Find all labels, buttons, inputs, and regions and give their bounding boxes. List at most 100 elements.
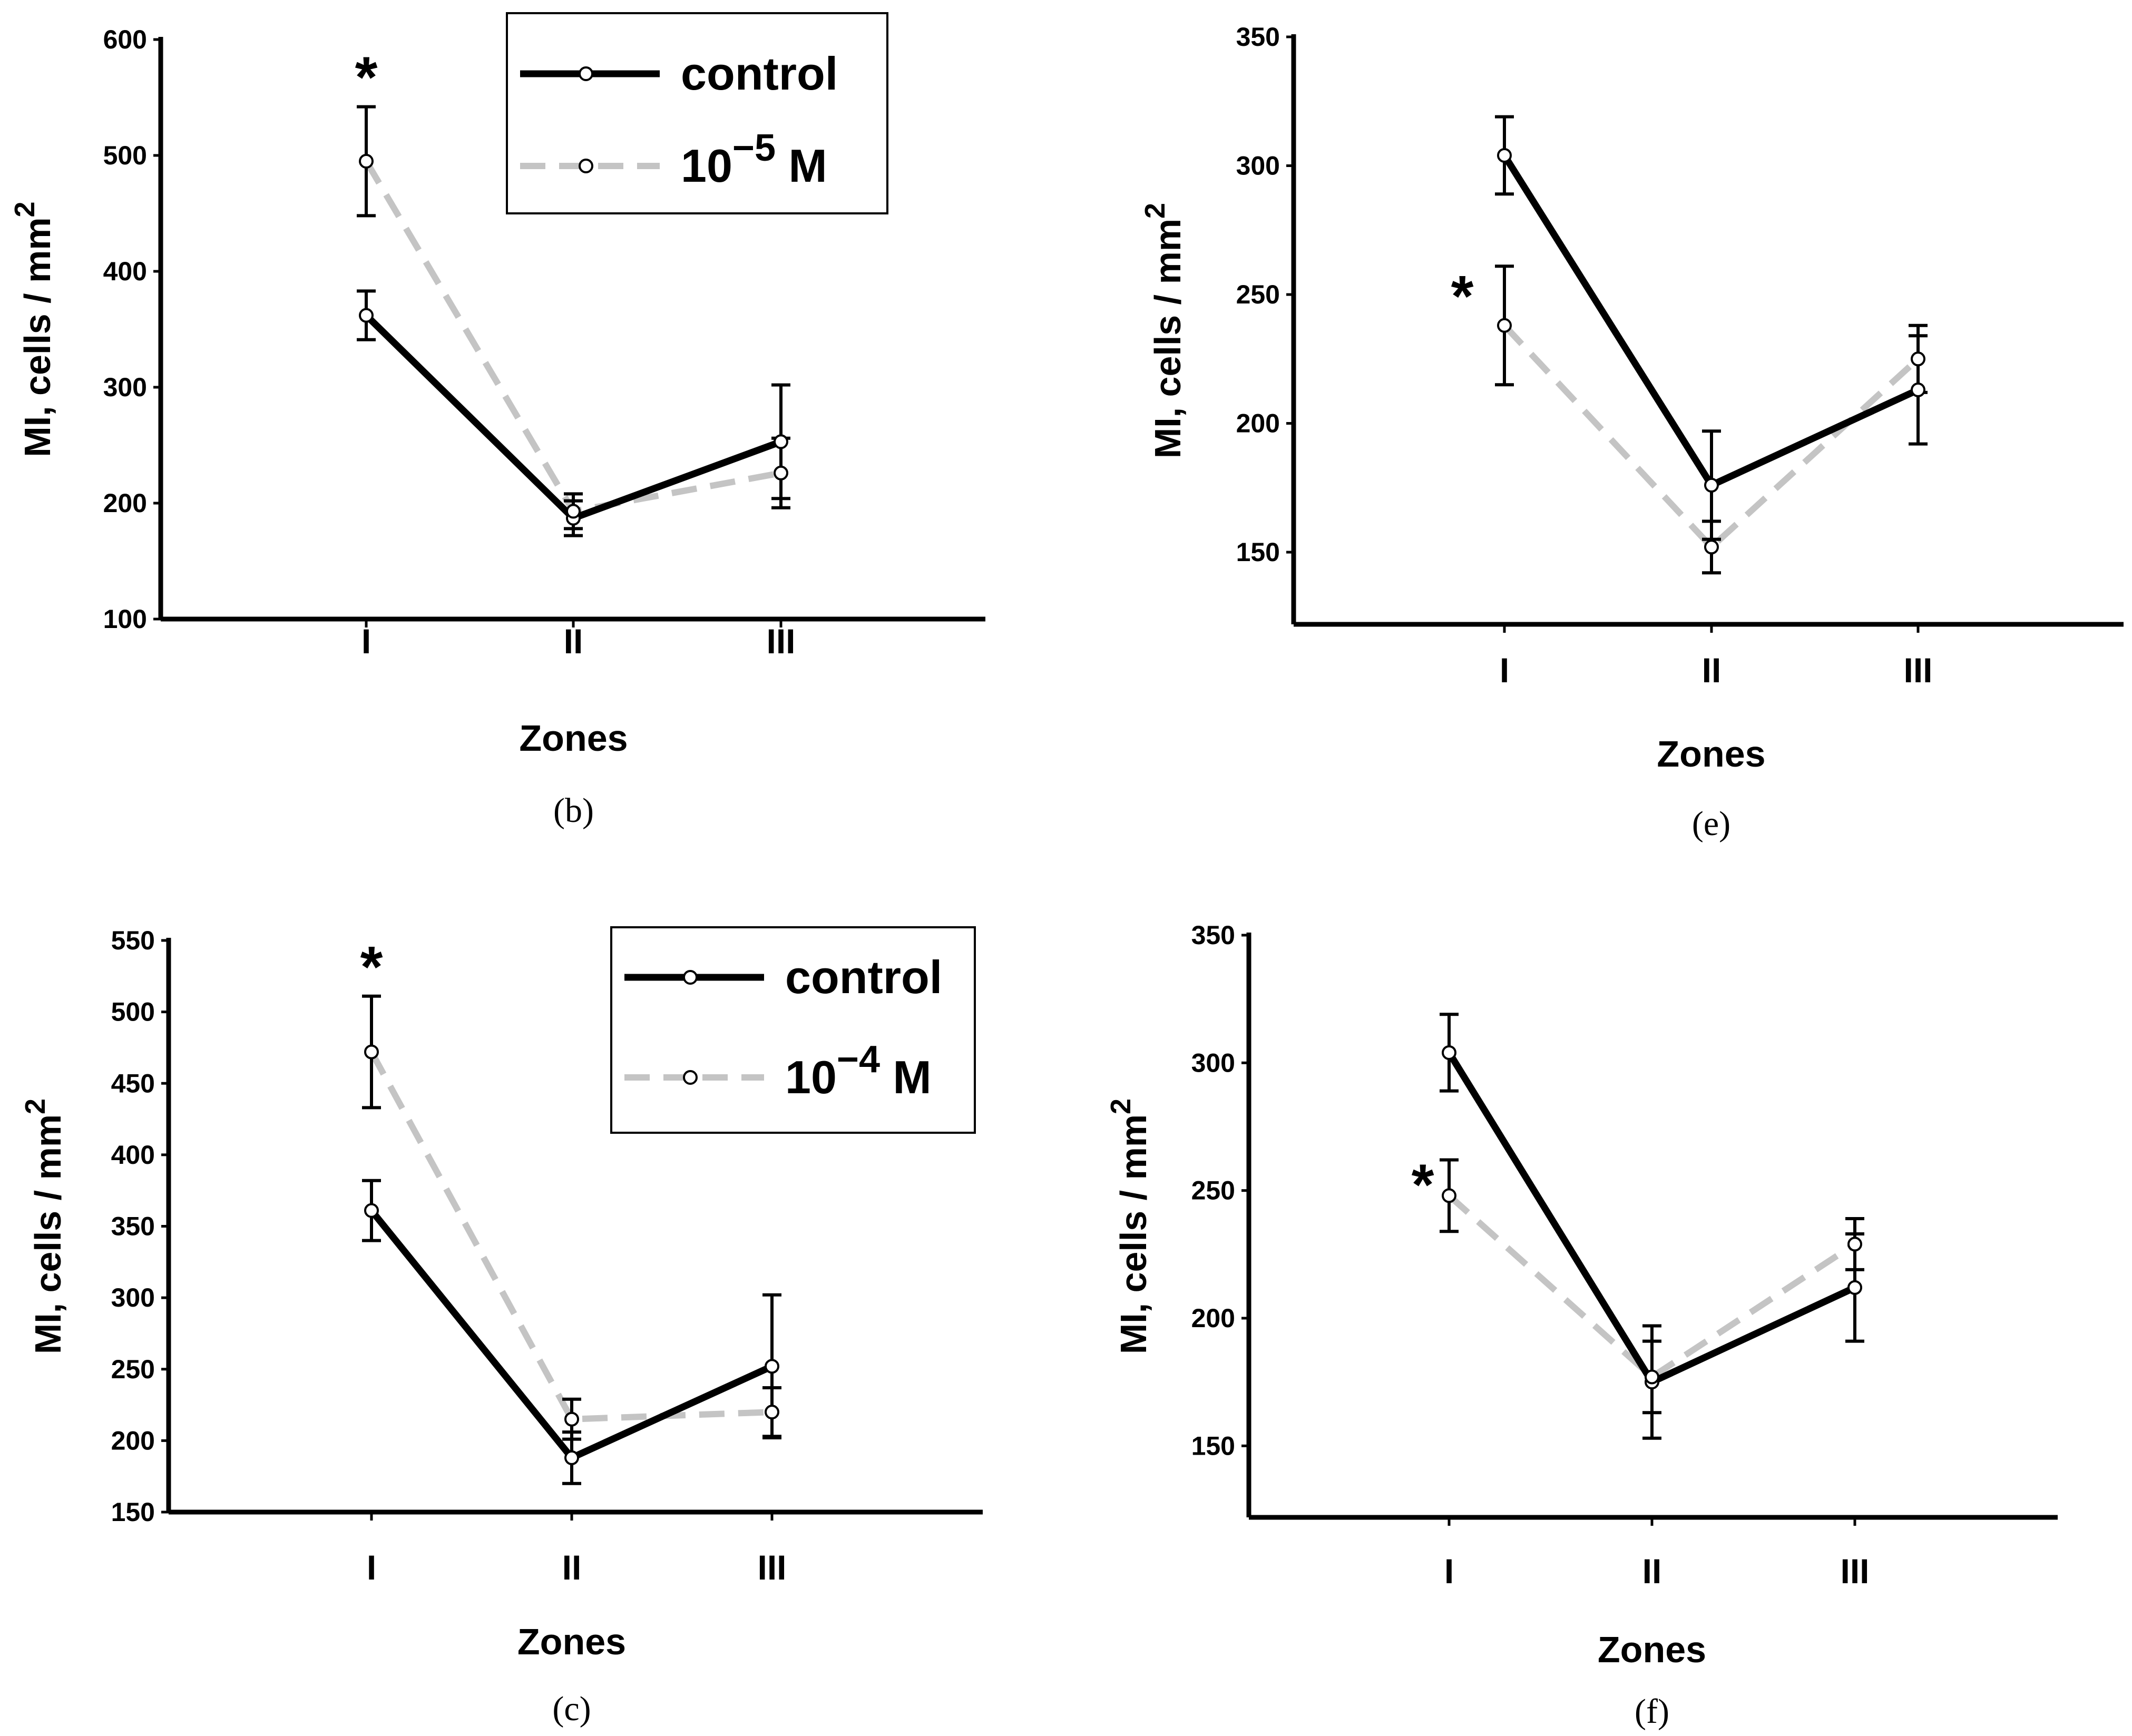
panel-caption: (c) [552, 1690, 591, 1728]
x-tick-label: II [1642, 1552, 1662, 1591]
y-axis-title: MI, cells / mm2 [1105, 1099, 1154, 1354]
x-tick-label: II [564, 622, 583, 661]
x-tick-label: III [1840, 1552, 1869, 1591]
control-data-point [1704, 477, 1719, 493]
y-tick-label: 250 [1236, 280, 1280, 309]
y-tick-label: 400 [103, 257, 147, 286]
legend-treatment-label: 10−5 M [681, 127, 827, 192]
x-tick-label: III [1903, 651, 1932, 690]
significance-star: * [355, 45, 378, 110]
y-tick-label: 200 [1191, 1303, 1235, 1333]
y-tick-label: 550 [111, 926, 155, 955]
y-axis-title-superscript: 2 [9, 201, 41, 217]
x-axis-title: Zones [517, 1621, 626, 1662]
y-tick-label: 600 [103, 25, 147, 54]
y-tick-label: 150 [1236, 537, 1280, 567]
significance-star: * [360, 935, 383, 999]
legend-control-label: control [785, 951, 942, 1003]
y-axis-title-superscript: 2 [1105, 1099, 1137, 1114]
control-data-point [359, 308, 374, 323]
x-tick-label: II [562, 1548, 582, 1587]
legend-marker [579, 66, 593, 81]
panel-caption: (e) [1692, 805, 1730, 843]
treatment-data-point [774, 465, 788, 480]
x-axis-title: Zones [1598, 1629, 1706, 1670]
y-tick-label: 400 [111, 1140, 155, 1170]
x-tick-label: I [367, 1548, 376, 1587]
y-axis-title-text: MI, cells / mm [17, 217, 58, 457]
panel-caption: (b) [553, 791, 594, 830]
control-data-point [774, 434, 788, 449]
y-tick-label: 150 [1191, 1431, 1235, 1460]
y-tick-label: 200 [1236, 409, 1280, 438]
x-tick-label: I [1500, 651, 1509, 690]
y-axis-title-text: MI, cells / mm [1147, 219, 1188, 458]
treatment-data-point [1704, 540, 1719, 555]
y-tick-label: 350 [1191, 920, 1235, 950]
x-tick-label: III [766, 622, 795, 661]
treatment-series-line [368, 1050, 772, 1423]
y-axis-title-superscript: 2 [1139, 203, 1171, 219]
y-tick-label: 350 [1236, 22, 1280, 52]
significance-star: * [1451, 264, 1474, 329]
y-axis-title-superscript: 2 [19, 1099, 51, 1114]
legend-control-label: control [681, 47, 838, 100]
legend-exponent: −5 [732, 127, 776, 169]
x-axis-title: Zones [1657, 733, 1765, 774]
y-tick-label: 150 [111, 1497, 155, 1527]
y-axis-title-text: MI, cells / mm [27, 1114, 69, 1354]
legend-unit: M [776, 140, 827, 192]
y-tick-label: 300 [1191, 1048, 1235, 1077]
legend: control 10−5 M [506, 12, 888, 214]
treatment-data-point [765, 1405, 779, 1420]
control-data-point [1847, 1280, 1862, 1295]
y-axis-title: MI, cells / mm2 [19, 1099, 69, 1354]
treatment-data-point [364, 1044, 379, 1060]
y-tick-label: 250 [111, 1355, 155, 1384]
panel-caption: (f) [1635, 1692, 1669, 1731]
y-tick-label: 450 [111, 1068, 155, 1098]
treatment-data-point [1847, 1237, 1862, 1252]
legend-box [610, 926, 976, 1134]
x-tick-label: I [361, 622, 371, 661]
control-data-point [1442, 1045, 1456, 1060]
control-data-point [364, 1203, 379, 1218]
y-tick-label: 100 [103, 604, 147, 634]
x-axis-title: Zones [519, 718, 628, 759]
legend-base: 10 [785, 1051, 837, 1103]
y-tick-label: 200 [111, 1426, 155, 1455]
y-tick-label: 300 [111, 1283, 155, 1312]
treatment-data-point [566, 504, 581, 519]
legend-marker [683, 970, 698, 985]
y-tick-label: 300 [1236, 151, 1280, 181]
treatment-series-line [1447, 1193, 1857, 1380]
legend-box [506, 12, 888, 214]
legend-base: 10 [681, 140, 732, 192]
y-axis-title: MI, cells / mm2 [1139, 203, 1188, 458]
control-data-point [765, 1359, 779, 1374]
y-tick-label: 250 [1191, 1176, 1235, 1205]
treatment-data-point [359, 154, 374, 169]
legend-exponent: −4 [837, 1038, 880, 1081]
legend: control 10−4 M [610, 926, 976, 1134]
legend-unit: M [880, 1051, 932, 1103]
significance-star: * [1412, 1152, 1434, 1217]
treatment-data-point [564, 1411, 579, 1427]
legend-marker [579, 159, 593, 173]
x-tick-label: I [1444, 1552, 1454, 1591]
y-tick-label: 500 [111, 997, 155, 1027]
control-data-point [564, 1450, 579, 1465]
treatment-data-point [1645, 1369, 1659, 1385]
legend-treatment-label: 10−4 M [785, 1038, 932, 1103]
y-tick-label: 300 [103, 372, 147, 402]
control-series-line [364, 312, 783, 522]
y-tick-label: 350 [111, 1212, 155, 1241]
control-data-point [1911, 382, 1925, 397]
control-data-point [1497, 148, 1512, 163]
y-axis-title: MI, cells / mm2 [9, 201, 58, 457]
